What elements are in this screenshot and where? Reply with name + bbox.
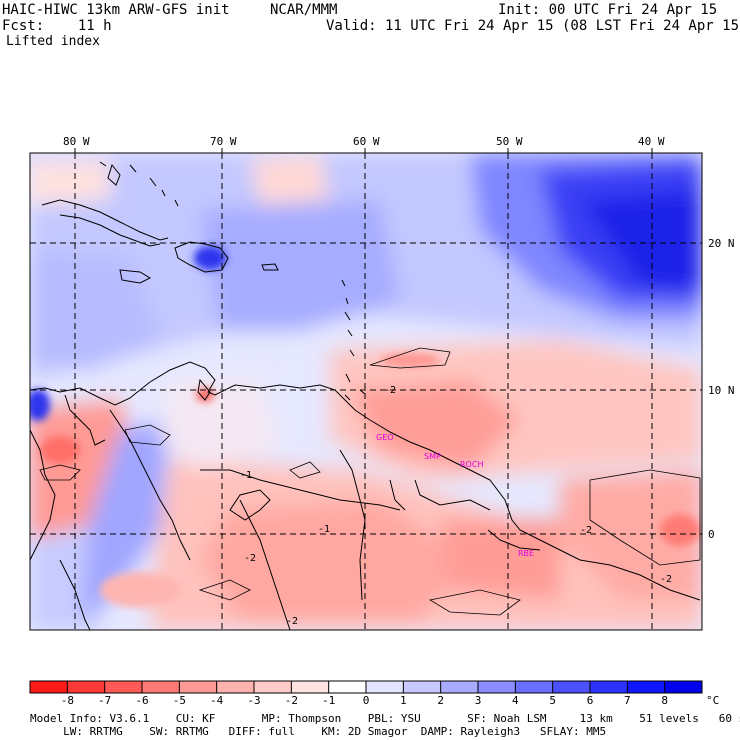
colorbar-swatch bbox=[627, 681, 666, 693]
colorbar-swatch bbox=[291, 681, 330, 693]
contour-label: -2 bbox=[580, 525, 592, 536]
lon-label-50w: 50 W bbox=[496, 135, 523, 148]
colorbar-tick-label: 7 bbox=[624, 694, 631, 707]
station-label-smp: SMP bbox=[424, 452, 441, 461]
contour-label: -2 bbox=[384, 385, 396, 396]
colorbar-tick-label: -5 bbox=[173, 694, 186, 707]
lat-lon-grid bbox=[30, 153, 702, 630]
contour-label: -1 bbox=[318, 524, 330, 535]
lat-label-0: 0 bbox=[708, 528, 715, 541]
model-info-line1: Model Info: V3.6.1 CU: KF MP: Thompson P… bbox=[30, 712, 740, 725]
lon-ticks bbox=[74, 148, 653, 153]
contour-label: -1 bbox=[240, 470, 252, 481]
colorbar-swatch bbox=[254, 681, 292, 693]
model-info-line2: LW: RRTMG SW: RRTMG DIFF: full KM: 2D Sm… bbox=[30, 725, 607, 738]
colorbar-tick-label: 0 bbox=[363, 694, 370, 707]
colorbar-swatch bbox=[590, 681, 628, 693]
coastlines bbox=[30, 161, 701, 630]
colorbar-tick-label: -8 bbox=[61, 694, 74, 707]
station-label-geo: GEO bbox=[376, 433, 394, 442]
station-label-roch: ROCH bbox=[460, 460, 483, 469]
colorbar-tick-label: 5 bbox=[549, 694, 556, 707]
colorbar-swatch bbox=[328, 681, 367, 693]
lat-label-20n: 20 N bbox=[708, 237, 735, 250]
field-name: Lifted index bbox=[6, 34, 100, 49]
map-frame bbox=[29, 152, 703, 631]
init-time: Init: 00 UTC Fri 24 Apr 15 bbox=[498, 2, 718, 18]
colorbar-swatch bbox=[552, 681, 591, 693]
colorbar-tick-label: 4 bbox=[512, 694, 519, 707]
li-contours bbox=[39, 347, 701, 616]
contour-label: -2 bbox=[660, 574, 672, 585]
station-label-rbe: RBE bbox=[518, 549, 534, 558]
lon-label-70w: 70 W bbox=[210, 135, 237, 148]
colorbar-swatch bbox=[216, 681, 255, 693]
colorbar-swatch bbox=[478, 681, 516, 693]
colorbar-swatch bbox=[30, 681, 68, 693]
colorbar-tick-label: -4 bbox=[210, 694, 224, 707]
colorbar-tick-label: -3 bbox=[247, 694, 260, 707]
colorbar-swatch bbox=[403, 681, 442, 693]
colorbar: -8 -7 -6 -5 -4 -3 -2 -1 0 1 2 3 4 5 6 7 8 °C bbox=[29, 680, 719, 707]
contour-label: -2 bbox=[244, 553, 256, 564]
lon-label-40w: 40 W bbox=[638, 135, 665, 148]
colorbar-swatch bbox=[366, 681, 404, 693]
colorbar-swatch bbox=[179, 681, 218, 693]
forecast-hour: Fcst: 11 h bbox=[2, 18, 112, 34]
lon-label-80w: 80 W bbox=[63, 135, 90, 148]
colorbar-unit: °C bbox=[706, 694, 719, 707]
colorbar-tick-label: 3 bbox=[475, 694, 482, 707]
lat-label-10n: 10 N bbox=[708, 384, 735, 397]
colorbar-tick-label: -7 bbox=[98, 694, 111, 707]
colorbar-tick-label: 1 bbox=[400, 694, 407, 707]
colorbar-swatch bbox=[515, 681, 554, 693]
colorbar-tick-label: 6 bbox=[587, 694, 594, 707]
colorbar-swatch bbox=[67, 681, 106, 693]
colorbar-swatch bbox=[664, 681, 703, 693]
colorbar-swatch bbox=[440, 681, 479, 693]
colorbar-tick-label: -6 bbox=[135, 694, 148, 707]
run-title: HAIC-HIWC 13km ARW-GFS init bbox=[2, 2, 230, 18]
colorbar-tick-label: 8 bbox=[661, 694, 668, 707]
lifted-index-field bbox=[30, 153, 702, 630]
colorbar-tick-label: -1 bbox=[322, 694, 335, 707]
colorbar-tick-label: -2 bbox=[285, 694, 298, 707]
colorbar-swatch bbox=[104, 681, 143, 693]
organization: NCAR/MMM bbox=[270, 2, 338, 18]
colorbar-swatch bbox=[142, 681, 180, 693]
contour-label: -2 bbox=[286, 616, 298, 627]
colorbar-tick-label: 2 bbox=[437, 694, 444, 707]
lon-label-60w: 60 W bbox=[353, 135, 380, 148]
valid-time: Valid: 11 UTC Fri 24 Apr 15 (08 LST Fri … bbox=[326, 18, 740, 34]
